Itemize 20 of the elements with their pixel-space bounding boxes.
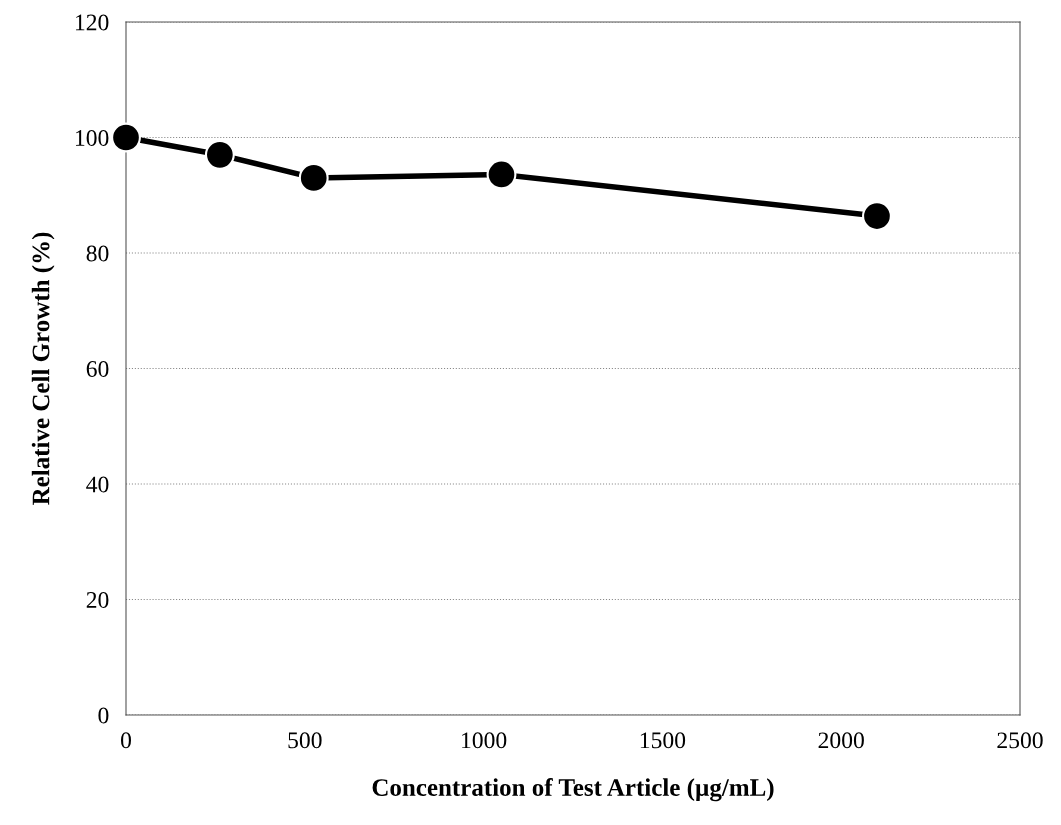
- y-tick-label: 0: [98, 707, 109, 724]
- x-tick-label: 0: [121, 732, 131, 749]
- point: [111, 122, 141, 153]
- x-tick-label: 2000: [818, 732, 864, 749]
- y-tick-label: 40: [86, 476, 109, 493]
- y-tick-label: 100: [75, 129, 109, 146]
- y-tick-label: 60: [86, 360, 109, 377]
- y-tick-label: 120: [75, 14, 109, 31]
- point: [298, 163, 329, 193]
- y-tick-label: 80: [86, 245, 109, 262]
- y-axis-title: Relative Cell Growth (%): [31, 232, 55, 505]
- x-tick-label: 2500: [997, 732, 1043, 749]
- x-tick-label: 1500: [640, 732, 686, 749]
- x-axis-title: Concentration of Test Article (µg/mL): [372, 778, 774, 802]
- point: [204, 139, 235, 170]
- y-tick-label: 20: [86, 591, 109, 608]
- x-tick-label: 500: [288, 732, 322, 749]
- point: [486, 159, 517, 190]
- point: [862, 201, 892, 231]
- x-tick-label: 1000: [462, 732, 507, 749]
